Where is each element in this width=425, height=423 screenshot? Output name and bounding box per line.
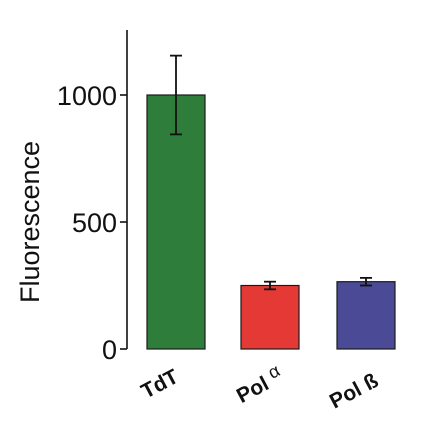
bar-tdt	[146, 94, 206, 350]
y-tick-label: 0	[102, 335, 117, 365]
y-ticks: 0 500 1000	[57, 81, 127, 365]
x-axis-labels: TdT Pol α Pol ß	[138, 360, 383, 413]
x-tick-label: Pol ß	[326, 369, 382, 413]
y-axis-title: Fluorescence	[15, 141, 45, 303]
y-tick-label: 500	[72, 208, 117, 238]
error-bar	[264, 280, 276, 291]
x-tick-label: Pol α	[231, 360, 287, 408]
y-tick-label: 1000	[57, 81, 117, 111]
error-bar	[360, 276, 372, 287]
bar-pol-	[240, 284, 300, 350]
bars	[146, 94, 396, 350]
error-bars	[170, 54, 372, 291]
x-tick-label: TdT	[138, 365, 183, 403]
error-bar	[170, 54, 182, 136]
y-axis: 0 500 1000	[57, 30, 128, 365]
bar-pol-	[336, 281, 396, 350]
